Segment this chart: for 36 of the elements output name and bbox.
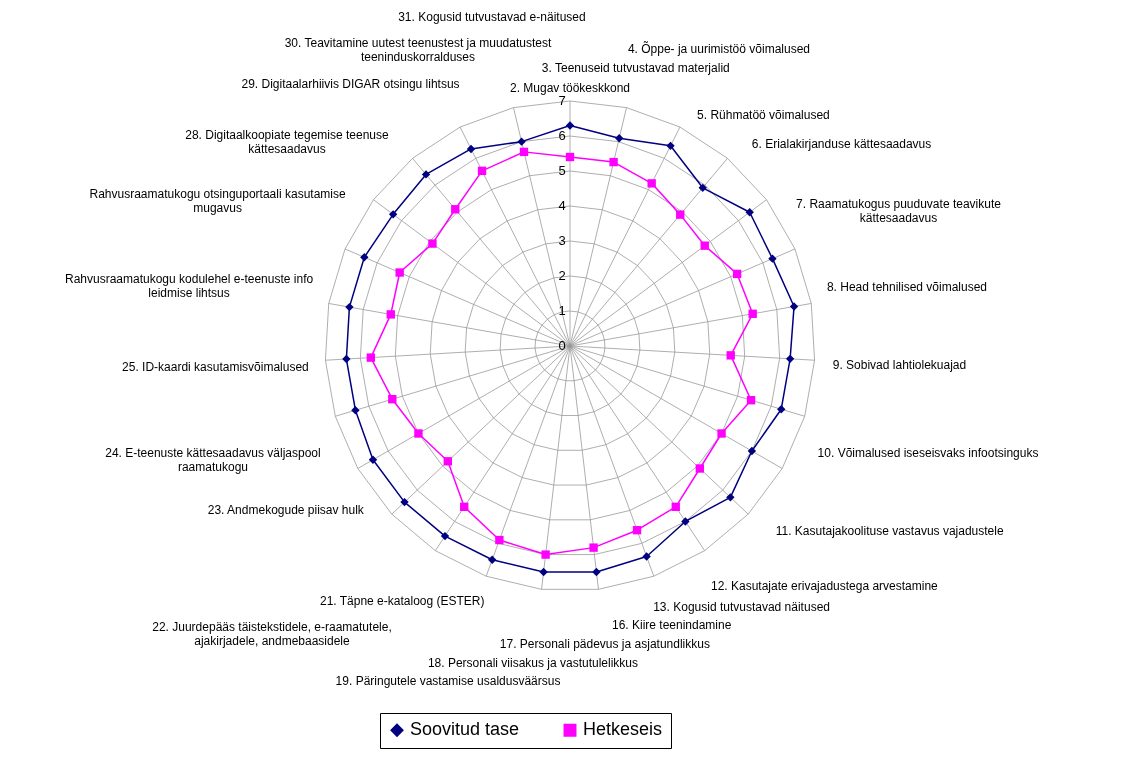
- spoke-label: 28. Digitaalkoopiate tegemise teenuse kättesaadavus: [185, 128, 390, 157]
- spoke-label: 22. Juurdepääs täistekstidele, e-raamatutele, ajakirjadele, andmebaasidele: [152, 620, 392, 649]
- spoke-label: 5. Rühmatöö võimalused: [697, 108, 830, 123]
- spoke-label: 25. ID-kaardi kasutamisvõimalused: [122, 359, 309, 374]
- spoke-label: 6. Erialakirjanduse kättesaadavus: [751, 136, 932, 151]
- y-tick-label: 0: [558, 338, 566, 353]
- spoke-label: 13. Kogusid tutvustavad näitused: [653, 599, 830, 614]
- y-tick-label: 7: [558, 93, 566, 108]
- y-tick-label: 3: [558, 233, 566, 248]
- spoke-label: 11. Kasutajakoolituse vastavus vajadustele: [775, 523, 1004, 538]
- y-tick-label: 1: [558, 303, 566, 318]
- legend-label: Soovitud tase: [410, 719, 520, 740]
- y-tick-label: 2: [558, 268, 566, 283]
- spoke-label: 24. E-teenuste kättesaadavus väljaspool raamatukogu: [105, 445, 321, 474]
- spoke-label: Rahvusraamatukogu otsinguportaali kasutamise mugavus: [89, 186, 346, 215]
- y-tick-label: 6: [558, 128, 566, 143]
- spoke-label: 31. Kogusid tutvustavad e-näitused: [398, 9, 586, 24]
- spoke-label: 2. Mugav töökeskkond: [509, 81, 631, 95]
- spoke-label: 12. Kasutajate erivajadustega arvestamine: [710, 579, 939, 594]
- spoke-label: 16. Kiire teenindamine: [611, 618, 732, 633]
- spoke-label: 19. Päringutele vastamise usaldusväärsus: [335, 674, 561, 689]
- spoke-label: 18. Personali viisakus ja vastutulelikkus: [427, 655, 639, 670]
- legend-label: Hetkeseis: [583, 719, 663, 740]
- spoke-label: 8. Head tehnilised võimalused: [826, 279, 988, 294]
- spoke-label: 9. Sobivad lahtiolekuajad: [832, 358, 967, 373]
- y-tick-label: 4: [558, 198, 566, 213]
- spoke-label: 21. Täpne e-kataloog (ESTER): [319, 594, 485, 609]
- spoke-label: 17. Personali pädevus ja asjatundlikkus: [499, 637, 710, 652]
- spoke-label: Rahvusraamatukogu kodulehel e-teenuste info leidmise lihtsus: [64, 271, 314, 300]
- spoke-label: 29. Digitaalarhiivis DIGAR otsingu lihtsus: [241, 77, 460, 92]
- spoke-label: 3. Teenuseid tutvustavad materjalid: [541, 61, 730, 76]
- y-tick-label: 5: [558, 163, 566, 178]
- spoke-label: 10. Võimalused iseseisvaks infootsinguks: [817, 446, 1039, 461]
- spoke-label: 7. Raamatukogus puuduvate teavikute kättesaadavus: [796, 197, 1002, 226]
- spoke-label: 23. Andmekogude piisav hulk: [207, 503, 365, 518]
- spoke-label: 4. Õppe- ja uurimistöö võimalused: [627, 41, 811, 57]
